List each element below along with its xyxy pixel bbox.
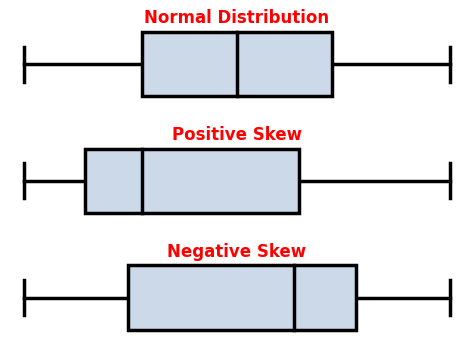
Bar xyxy=(142,32,332,96)
Text: Negative Skew: Negative Skew xyxy=(167,243,307,261)
Text: Positive Skew: Positive Skew xyxy=(172,126,302,144)
Text: Normal Distribution: Normal Distribution xyxy=(145,9,329,27)
Bar xyxy=(128,265,356,330)
Bar xyxy=(85,149,299,213)
